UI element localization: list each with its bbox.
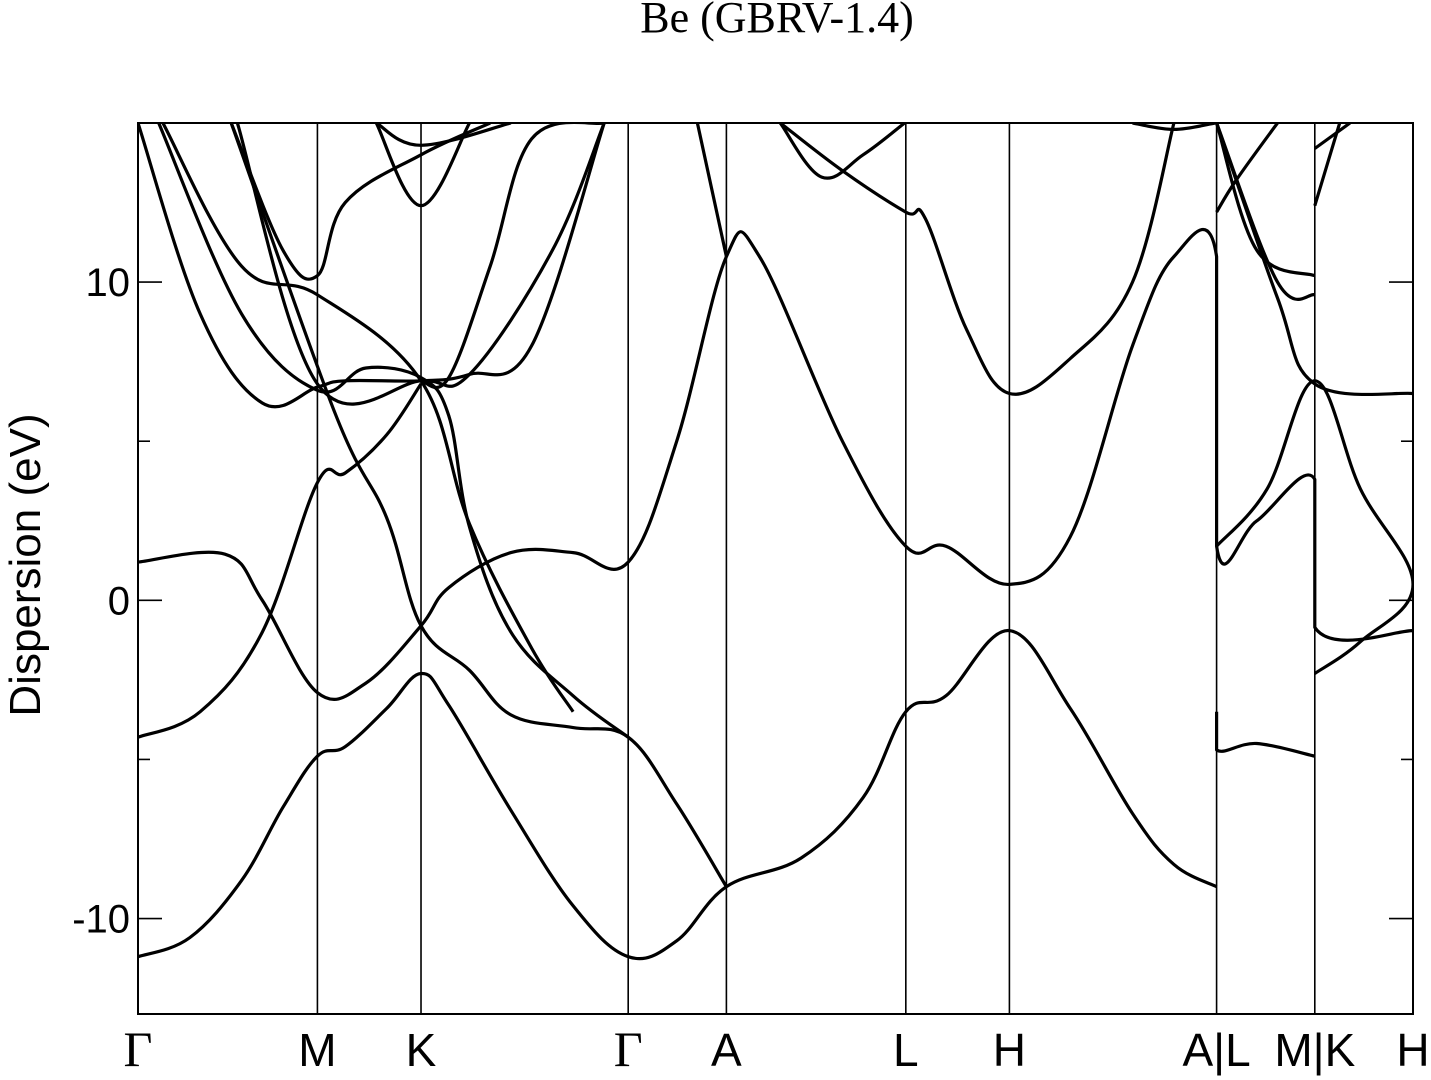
- band-line: [1215, 123, 1316, 278]
- y-axis-label: Dispersion (eV): [1, 413, 50, 716]
- kpoint-label: M: [298, 1024, 336, 1076]
- band-line: [1313, 123, 1351, 150]
- plot-area: -10 0 10 Γ M K Γ A L H A|L M|K H: [72, 122, 1430, 1077]
- band-line: [695, 123, 728, 257]
- kpoint-label: A|L: [1182, 1024, 1250, 1076]
- plot-frame: [137, 122, 1414, 1015]
- band-line: [138, 629, 1218, 961]
- band-line: [1132, 123, 1216, 131]
- band-line: [138, 123, 606, 409]
- band-line: [778, 123, 906, 180]
- band-line: [1215, 123, 1279, 213]
- band-line: [420, 123, 605, 390]
- band-line: [1313, 123, 1342, 207]
- kpoint-label: Γ: [124, 1021, 153, 1077]
- band-line: [157, 123, 630, 739]
- bands: [138, 123, 1413, 961]
- kpoint-label: L: [893, 1024, 919, 1076]
- band-line: [235, 123, 606, 406]
- y-tick-label: 0: [108, 579, 130, 623]
- kpoint-label: H: [993, 1024, 1026, 1076]
- kpoint-label: H: [1396, 1024, 1429, 1076]
- kpoint-label: A: [711, 1024, 742, 1076]
- band-line: [1215, 711, 1316, 758]
- band-line: [375, 123, 512, 147]
- kpoint-label: M|K: [1274, 1024, 1355, 1076]
- band-line: [374, 123, 471, 208]
- band-line: [161, 123, 575, 713]
- kpoint-label: K: [406, 1024, 437, 1076]
- chart-title: Be (GBRV-1.4): [640, 0, 914, 42]
- y-tick-label: 10: [86, 261, 131, 305]
- kpoint-label: Γ: [614, 1021, 643, 1077]
- band-line: [229, 123, 491, 281]
- band-line: [1215, 123, 1413, 397]
- band-line: [779, 123, 1176, 396]
- band-line: [1215, 379, 1413, 675]
- band-line: [138, 383, 423, 739]
- band-line: [229, 123, 728, 888]
- y-tick-label: -10: [72, 898, 130, 942]
- band-line: [138, 227, 1413, 701]
